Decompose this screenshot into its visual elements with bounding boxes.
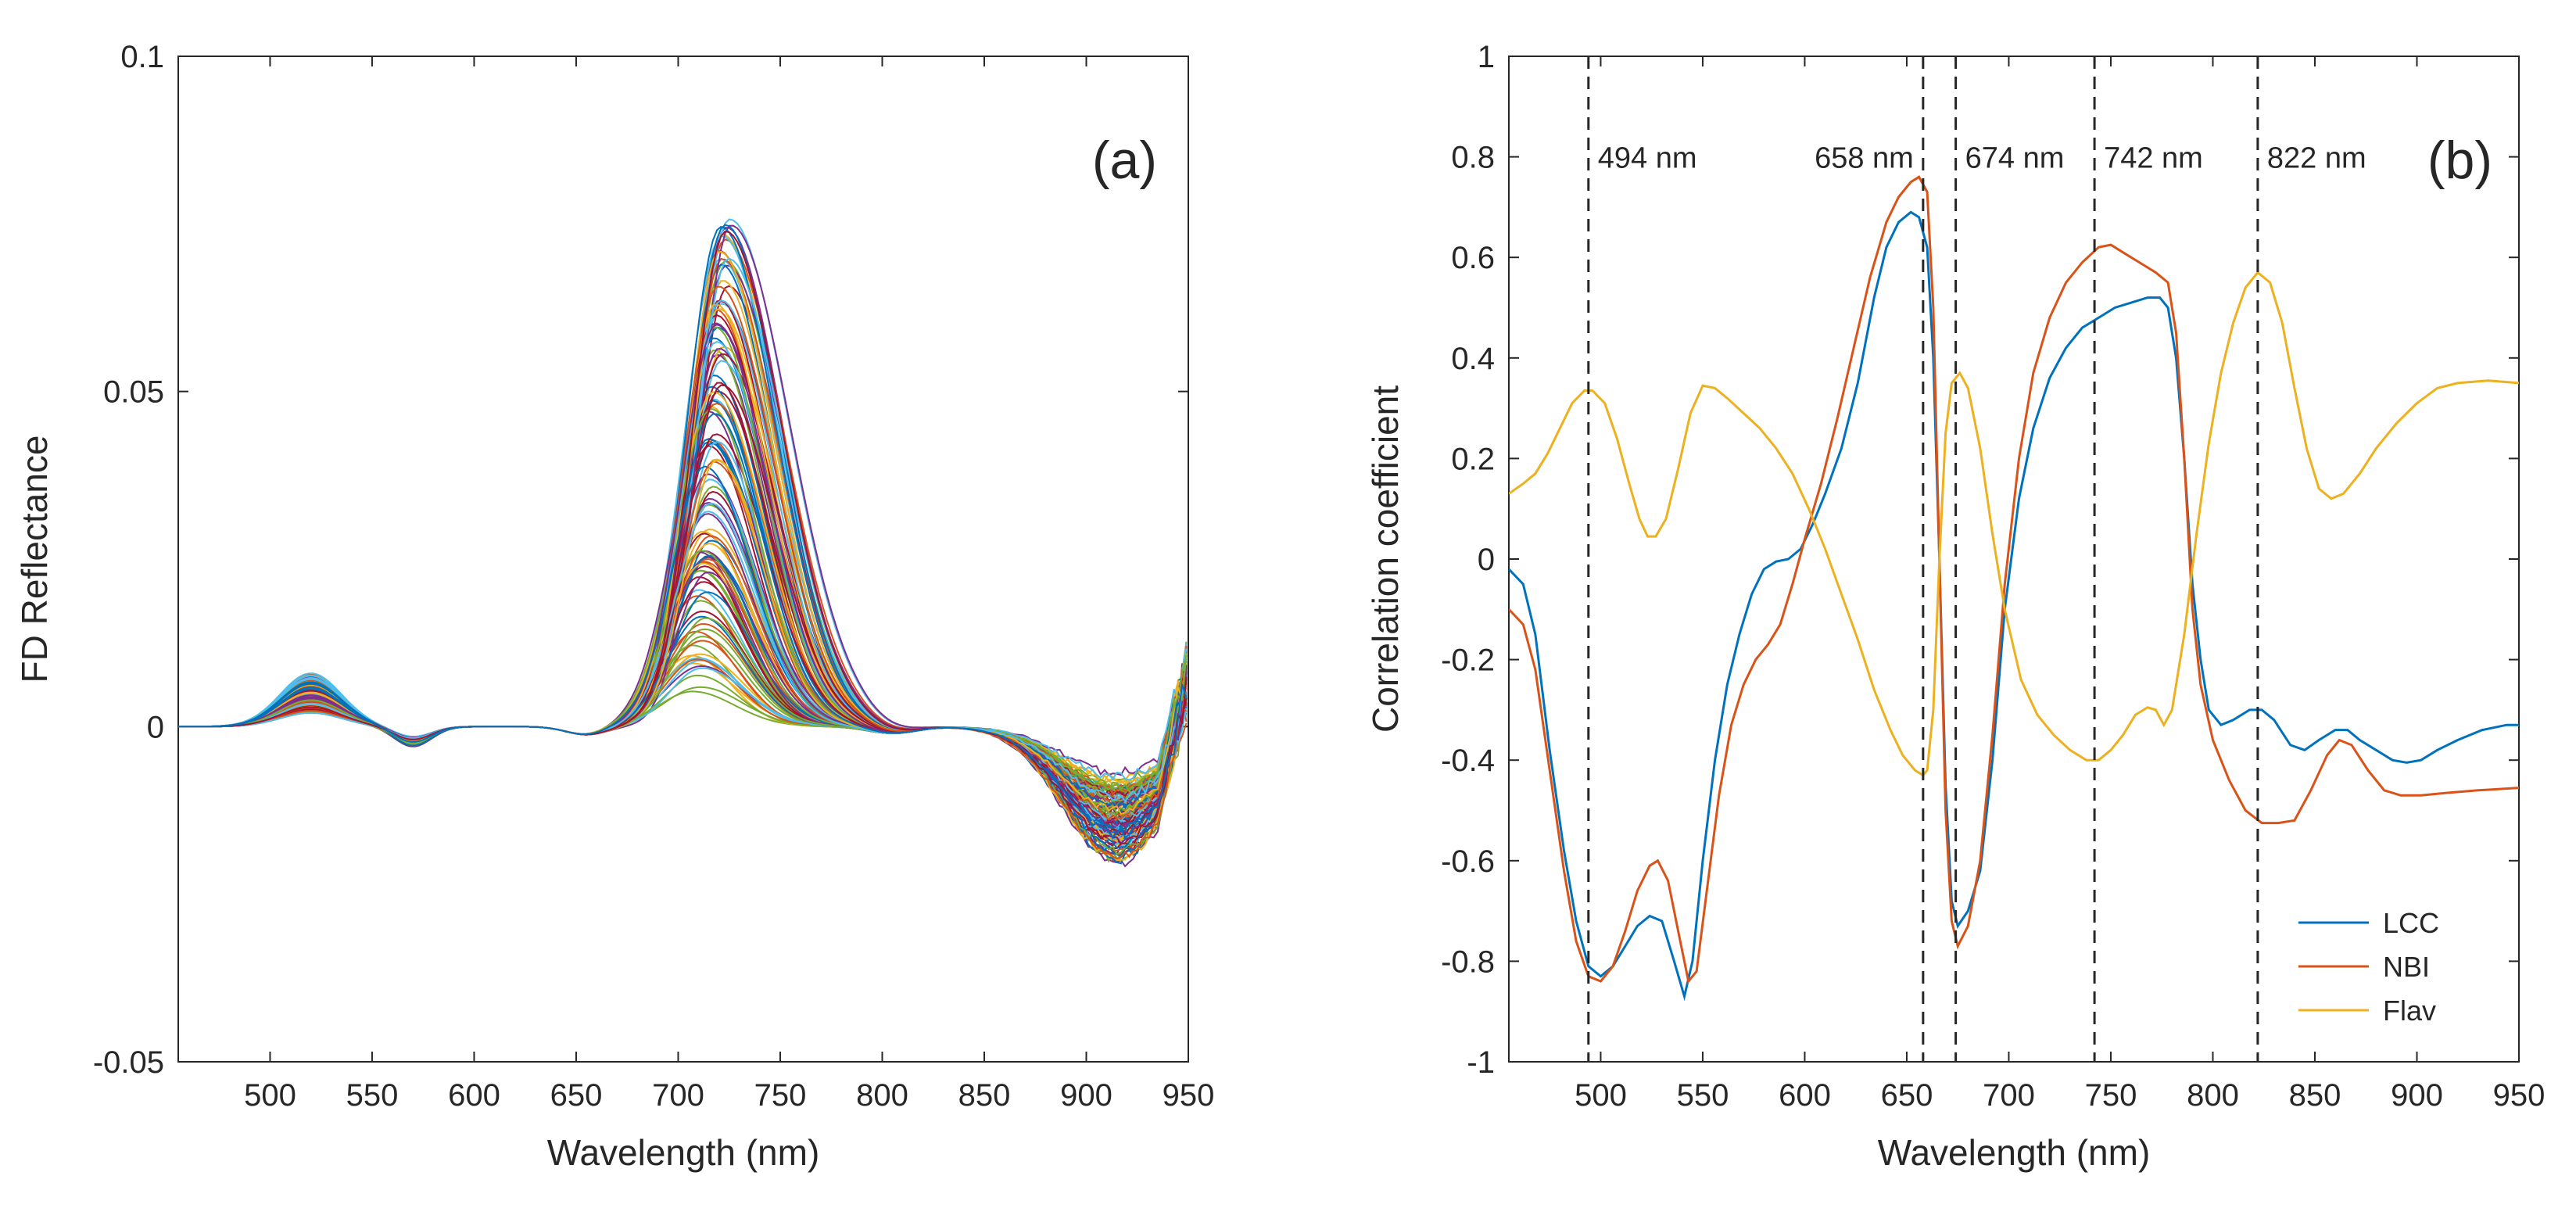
x-axis-label: Wavelength (nm) bbox=[1878, 1132, 2151, 1173]
spectrum-line bbox=[178, 459, 1188, 815]
x-tick-label: 800 bbox=[2187, 1078, 2239, 1113]
x-tick-label: 700 bbox=[652, 1078, 704, 1113]
vline-label: 674 nm bbox=[1965, 142, 2065, 175]
panel-b: 500 550 600 650 700 750 800 850 900 950 -1 -0.8 -0.6… bbox=[1365, 40, 2545, 1173]
x-tick-label: 950 bbox=[2493, 1078, 2546, 1113]
x-tick-label: 900 bbox=[1060, 1078, 1112, 1113]
y-tick-label: -0.6 bbox=[1441, 844, 1495, 879]
plot-area bbox=[178, 218, 1188, 868]
vline-label: 742 nm bbox=[2104, 142, 2203, 175]
x-tick-label: 700 bbox=[1983, 1078, 2035, 1113]
x-tick-label: 650 bbox=[550, 1078, 603, 1113]
y-tick-label: 0 bbox=[147, 710, 164, 744]
spectrum-line bbox=[178, 657, 1188, 781]
x-axis-label: Wavelength (nm) bbox=[547, 1132, 820, 1173]
y-axis-label: Correlation coefficient bbox=[1365, 385, 1406, 733]
y-tick-label: 0 bbox=[1478, 543, 1495, 577]
y-tick-label: 0.05 bbox=[103, 375, 164, 410]
x-tick-label: 650 bbox=[1881, 1078, 1933, 1113]
x-tick-label: 500 bbox=[244, 1078, 296, 1113]
legend-label: LCC bbox=[2383, 907, 2439, 939]
panel-tag: (b) bbox=[2427, 131, 2492, 190]
x-tick-label: 600 bbox=[448, 1078, 500, 1113]
x-tick-label: 750 bbox=[754, 1078, 807, 1113]
y-tick-label: 0.6 bbox=[1451, 241, 1495, 275]
y-tick-label: 1 bbox=[1478, 40, 1495, 74]
x-tick-label: 950 bbox=[1163, 1078, 1215, 1113]
x-tick-label: 750 bbox=[2085, 1078, 2137, 1113]
series-line-flav bbox=[1509, 271, 2519, 777]
legend: LCC NBI Flav bbox=[2298, 907, 2439, 1027]
spectrum-line bbox=[178, 285, 1188, 860]
x-tick-label: 850 bbox=[958, 1078, 1011, 1113]
x-tick-label: 550 bbox=[346, 1078, 399, 1113]
y-axis-label: FD Reflectance bbox=[14, 435, 55, 683]
y-tick-label: 0.4 bbox=[1451, 342, 1495, 376]
y-tick-label: 0.2 bbox=[1451, 442, 1495, 476]
legend-label: NBI bbox=[2383, 951, 2430, 983]
vline-label: 658 nm bbox=[1815, 142, 1914, 175]
panel-tag: (a) bbox=[1092, 131, 1157, 190]
y-tick-label: 0.8 bbox=[1451, 141, 1495, 175]
legend-label: Flav bbox=[2383, 995, 2436, 1027]
spectrum-line bbox=[178, 502, 1187, 802]
y-tick-label: -1 bbox=[1467, 1045, 1495, 1080]
x-tick-label: 900 bbox=[2391, 1078, 2443, 1113]
series-line-lcc bbox=[1509, 210, 2519, 1002]
plot-frame bbox=[1508, 56, 2520, 1063]
y-tick-label: -0.2 bbox=[1441, 643, 1495, 678]
x-tick-label: 600 bbox=[1779, 1078, 1831, 1113]
y-tick-label: 0.1 bbox=[120, 40, 164, 74]
spectrum-line bbox=[178, 413, 1188, 839]
plot-area bbox=[1509, 175, 2519, 1002]
x-tick-label: 500 bbox=[1575, 1078, 1627, 1113]
spectrum-line bbox=[178, 617, 1188, 793]
panel-a: 500 550 600 650 700 750 800 850 900 950 -0.05 0 0.05… bbox=[14, 40, 1214, 1173]
y-tick-label: -0.05 bbox=[93, 1045, 164, 1080]
x-tick-label: 800 bbox=[856, 1078, 908, 1113]
x-tick-label: 850 bbox=[2289, 1078, 2341, 1113]
y-tick-label: -0.8 bbox=[1441, 945, 1495, 979]
y-tick-label: -0.4 bbox=[1441, 744, 1495, 778]
vline-label: 494 nm bbox=[1598, 142, 1697, 175]
series-line-nbi bbox=[1509, 175, 2519, 984]
vline-label: 822 nm bbox=[2267, 142, 2366, 175]
x-tick-label: 550 bbox=[1677, 1078, 1729, 1113]
